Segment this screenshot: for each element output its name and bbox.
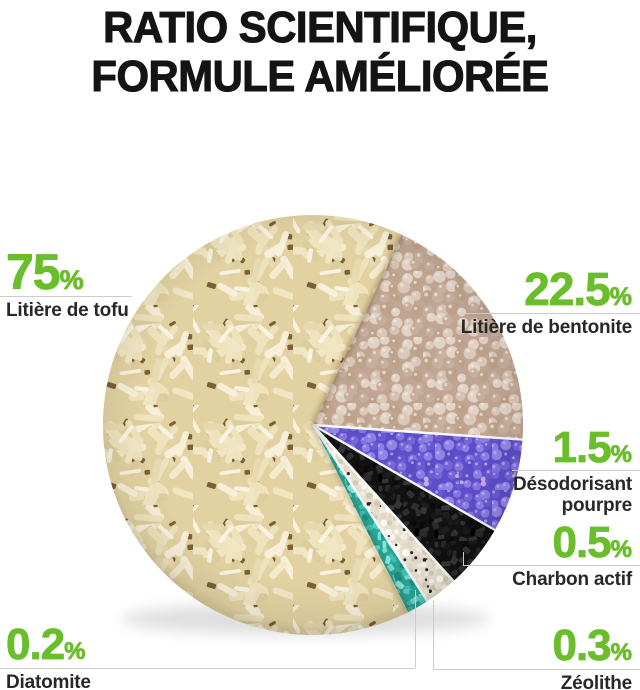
percent-sign: % [609,283,632,311]
zeolite-percent: 0.3% [552,621,632,670]
percent-sign: % [64,638,86,665]
percent-sign: % [59,265,84,295]
label-purple: 1.5% Désodorisant pourpre [500,423,632,516]
percent-sign: % [610,441,632,468]
callout-line-purple [512,470,640,471]
tofu-percent: 75% [6,244,129,300]
callout-line-diatomite [0,668,415,669]
pie-chart [102,215,524,636]
charcoal-percent: 0.5% [512,518,632,567]
diatomite-name: Diatomite [6,672,91,690]
callout-line-bentonite [463,313,640,314]
bentonite-name: Litière de bentonite [460,317,632,338]
purple-percent-value: 1.5 [552,423,612,472]
charcoal-name: Charbon actif [512,569,632,590]
diatomite-percent: 0.2% [6,620,91,669]
label-zeolite: 0.3% Zéolithe [552,621,632,690]
title-line-1: RATIO SCIENTIFIQUE, [103,2,538,52]
purple-percent: 1.5% [500,423,632,472]
callout-riser-charcoal [463,552,464,565]
purple-name: Désodorisant pourpre [512,474,632,516]
pie-shading [103,215,523,635]
tofu-name: Litière de tofu [6,300,129,321]
label-tofu: 75% Litière de tofu [6,247,129,321]
diatomite-percent-value: 0.2 [6,620,66,669]
callout-line-charcoal [463,565,640,566]
label-bentonite: 22.5% Litière de bentonite [460,263,633,338]
percent-sign: % [610,536,632,563]
charcoal-percent-value: 0.5 [552,518,612,567]
tofu-percent-value: 75 [6,244,61,300]
callout-riser-zeolite [433,601,434,669]
zeolite-percent-value: 0.3 [552,621,612,670]
bentonite-percent: 22.5% [461,263,633,315]
label-charcoal: 0.5% Charbon actif [512,518,632,590]
zeolite-name: Zéolithe [560,673,632,690]
title-line-2: FORMULE AMÉLIORÉE [91,51,550,101]
bentonite-percent-value: 22.5 [524,263,611,315]
page-title: RATIO SCIENTIFIQUE, FORMULE AMÉLIORÉE [16,2,624,101]
callout-line-tofu [0,296,132,297]
label-diatomite: 0.2% Diatomite [6,620,91,690]
callout-line-zeolite [433,669,640,670]
callout-riser-diatomite [415,590,416,668]
percent-sign: % [610,639,632,666]
